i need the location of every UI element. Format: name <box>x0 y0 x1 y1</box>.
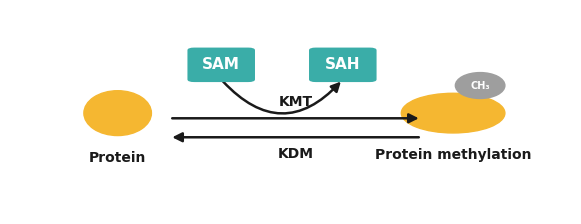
FancyArrowPatch shape <box>223 82 339 113</box>
Text: KMT: KMT <box>278 95 313 109</box>
Text: Protein: Protein <box>89 151 146 165</box>
Text: SAM: SAM <box>202 57 240 72</box>
Text: KDM: KDM <box>278 147 314 161</box>
Text: SAH: SAH <box>325 57 361 72</box>
Text: CH₃: CH₃ <box>470 80 490 90</box>
Circle shape <box>401 93 505 133</box>
FancyBboxPatch shape <box>309 47 376 82</box>
Ellipse shape <box>456 73 505 99</box>
Ellipse shape <box>84 91 152 136</box>
FancyBboxPatch shape <box>188 47 255 82</box>
Text: Protein methylation: Protein methylation <box>375 149 532 162</box>
